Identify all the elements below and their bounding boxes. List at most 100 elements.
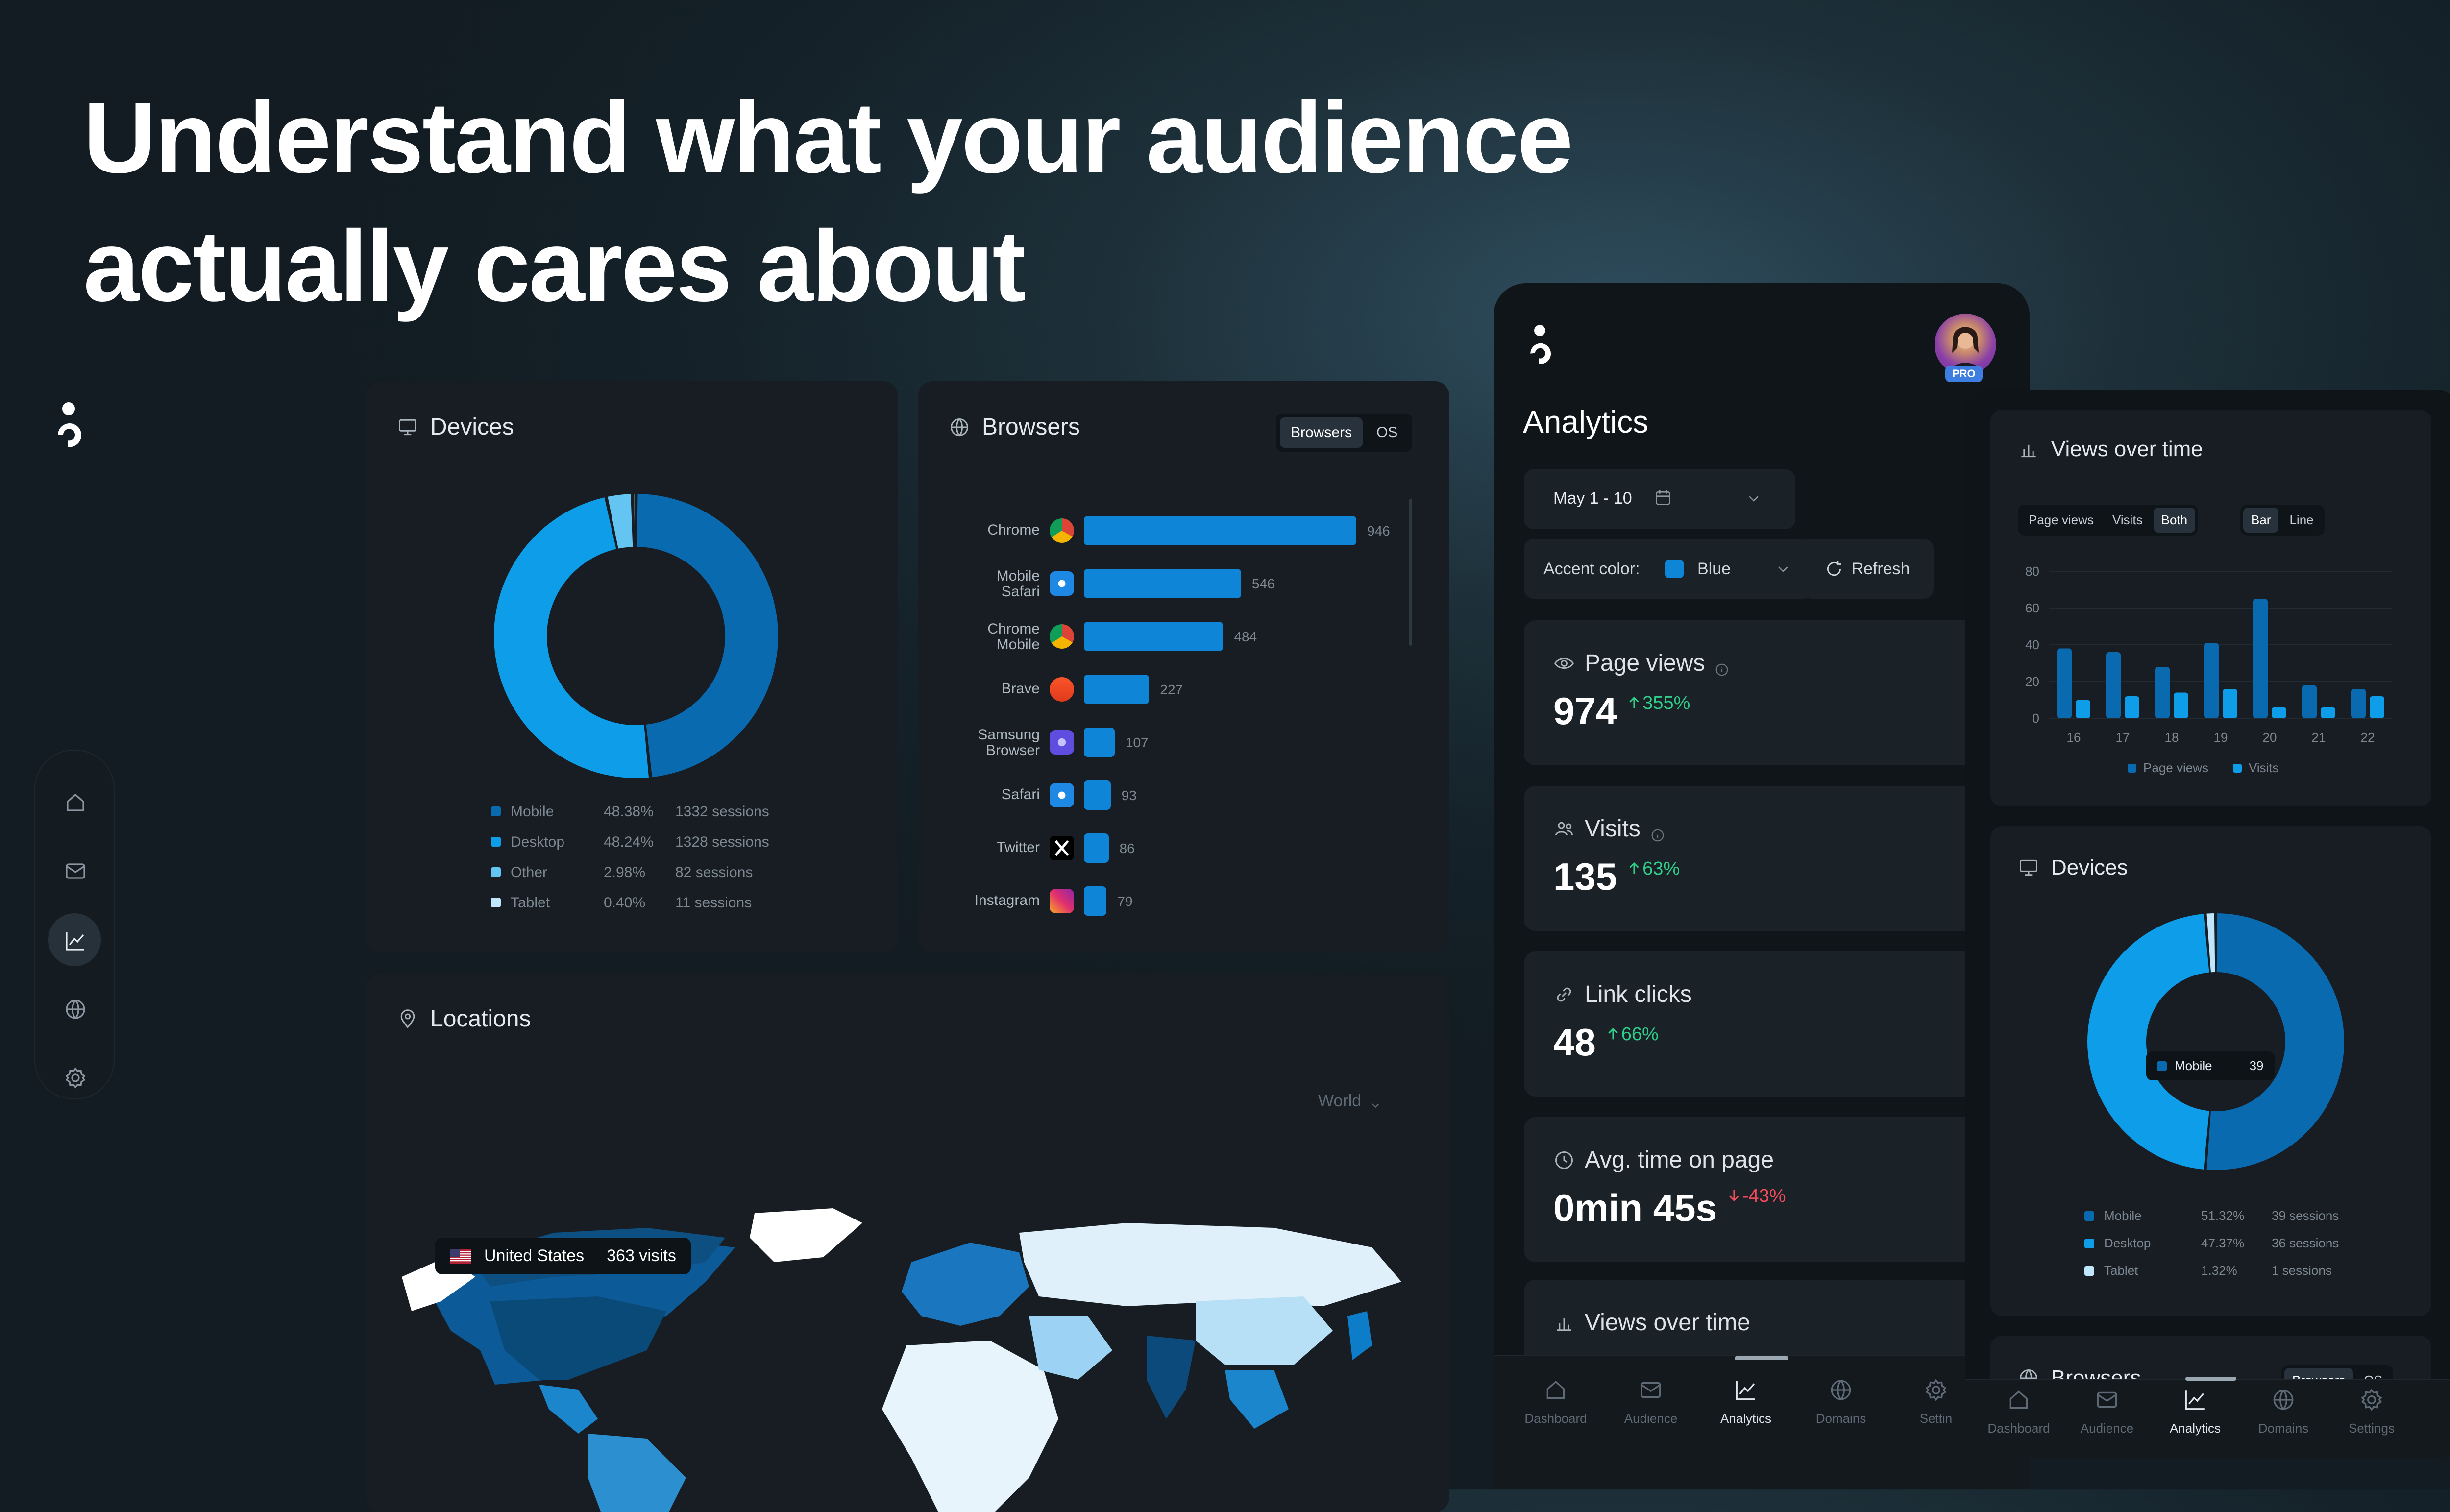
views-legend: Page views Visits: [2128, 760, 2279, 776]
tab-label: Audience: [1624, 1411, 1678, 1426]
x-icon: [1050, 836, 1074, 860]
bar-visits[interactable]: [2223, 689, 2237, 718]
browser-value: 107: [1125, 735, 1149, 750]
sidebar-item-settings[interactable]: [48, 1050, 101, 1103]
browser-bar[interactable]: [1084, 886, 1107, 916]
legend-sessions: 39 sessions: [2272, 1208, 2339, 1223]
tab-dashboard[interactable]: Dashboard: [1975, 1366, 2063, 1436]
date-range-select[interactable]: May 1 - 10: [1524, 469, 1795, 529]
map-region-middle-east[interactable]: [1029, 1316, 1112, 1380]
map-region-russia[interactable]: [1019, 1223, 1401, 1306]
toggle-line[interactable]: Line: [2289, 512, 2314, 527]
donut-slice-desktop[interactable]: [493, 497, 649, 778]
browser-label: Brave: [1001, 681, 1040, 697]
tab-label: Domains: [1815, 1411, 1866, 1426]
tab-settin[interactable]: Settin: [1888, 1356, 1984, 1426]
y-tick-label: 0: [2033, 711, 2039, 726]
donut-slice-other[interactable]: [608, 494, 633, 549]
browser-label: Instagram: [974, 892, 1040, 908]
map-region-india[interactable]: [1147, 1336, 1196, 1419]
tab-audience[interactable]: Audience: [1603, 1356, 1698, 1426]
tablet-devices-card: Devices Mobile 39 Mobile 51.32% 39 session…: [1990, 826, 2431, 1316]
region-select-value: World: [1318, 1092, 1362, 1110]
toggle-both[interactable]: Both: [2153, 508, 2196, 533]
tab-label: Analytics: [2169, 1421, 2221, 1436]
stat-change: -43%: [1726, 1186, 1786, 1207]
tooltip-value: 39: [2249, 1058, 2264, 1073]
browser-bar[interactable]: [1084, 622, 1224, 651]
legend-swatch: [491, 898, 501, 907]
bar-visits[interactable]: [2125, 696, 2139, 718]
headline: Understand what your audience actually c…: [83, 73, 1573, 330]
tab-domains[interactable]: Domains: [1793, 1356, 1888, 1426]
browser-value: 227: [1160, 682, 1183, 697]
browsers-scrollbar[interactable]: [1409, 499, 1412, 646]
legend-pct: 48.38%: [604, 804, 654, 820]
chevron-down-icon: [1370, 1096, 1381, 1108]
browser-bar[interactable]: [1084, 569, 1241, 598]
app-logo[interactable]: [55, 402, 85, 451]
toggle-bar[interactable]: Bar: [2243, 508, 2279, 533]
map-region-japan[interactable]: [1348, 1311, 1372, 1360]
bar-page-views[interactable]: [2106, 652, 2121, 718]
toggle-browsers[interactable]: Browsers: [1280, 417, 1363, 448]
donut-slice-mobile[interactable]: [637, 494, 778, 778]
tab-domains[interactable]: Domains: [2239, 1366, 2328, 1436]
refresh-button[interactable]: Refresh: [1801, 539, 1934, 599]
legend-pct: 48.24%: [604, 834, 654, 850]
tab-settings[interactable]: Settings: [2328, 1366, 2416, 1436]
map-region-southeast-asia[interactable]: [1225, 1370, 1289, 1429]
info-icon[interactable]: [1715, 656, 1729, 676]
tablet-devices-title: Devices: [2051, 855, 2128, 879]
tab-audience[interactable]: Audience: [2063, 1366, 2151, 1436]
donut-slice-mobile[interactable]: [2206, 913, 2345, 1170]
bar-visits[interactable]: [2321, 707, 2335, 719]
info-icon[interactable]: [1650, 822, 1665, 841]
donut-slice-tablet[interactable]: [634, 494, 635, 547]
bar-page-views[interactable]: [2204, 643, 2219, 718]
map-region-africa[interactable]: [882, 1341, 1058, 1512]
map-region-greenland[interactable]: [750, 1208, 862, 1262]
bar-visits[interactable]: [2272, 707, 2286, 719]
bar-page-views[interactable]: [2351, 689, 2366, 718]
map-region-central-america[interactable]: [539, 1385, 598, 1434]
toggle-visits[interactable]: Visits: [2112, 512, 2143, 527]
bar-page-views[interactable]: [2302, 685, 2317, 719]
bar-visits[interactable]: [2174, 692, 2188, 719]
legend-swatch: [2084, 1239, 2094, 1248]
browser-bar[interactable]: [1084, 833, 1109, 863]
map-region-south-america[interactable]: [588, 1434, 686, 1512]
toggle-page-views[interactable]: Page views: [2029, 512, 2094, 527]
monitor-icon: [2018, 857, 2039, 878]
donut-slice-desktop[interactable]: [2087, 914, 2209, 1170]
samsung-icon: [1050, 730, 1074, 755]
toggle-os[interactable]: OS: [1376, 424, 1398, 440]
bar-visits[interactable]: [2370, 696, 2384, 718]
region-select[interactable]: World: [1318, 1092, 1381, 1111]
app-logo[interactable]: [1528, 324, 1554, 367]
sidebar-item-analytics[interactable]: [48, 913, 101, 966]
accent-color-select[interactable]: Accent color: Blue: [1524, 539, 1813, 599]
tab-analytics[interactable]: Analytics: [2151, 1366, 2239, 1436]
donut-slice-tablet[interactable]: [2206, 913, 2215, 973]
browser-bar[interactable]: [1084, 675, 1150, 704]
tab-analytics[interactable]: Analytics: [1698, 1356, 1793, 1426]
browser-bar[interactable]: [1084, 780, 1111, 810]
browser-bar[interactable]: [1084, 516, 1356, 545]
legend-page-views: Page views: [2143, 760, 2208, 775]
bar-visits[interactable]: [2076, 700, 2090, 719]
bar-page-views[interactable]: [2253, 599, 2268, 718]
bar-page-views[interactable]: [2057, 648, 2072, 719]
map-region-usa[interactable]: [490, 1296, 666, 1380]
tab-dashboard[interactable]: Dashboard: [1508, 1356, 1603, 1426]
map-region-china[interactable]: [1196, 1296, 1333, 1365]
sidebar-item-domains[interactable]: [48, 982, 101, 1035]
bar-page-views[interactable]: [2155, 667, 2170, 718]
settings-icon: [2361, 1389, 2382, 1411]
map-region-europe[interactable]: [902, 1243, 1029, 1326]
sidebar-item-mail[interactable]: [48, 844, 101, 897]
sidebar-item-home[interactable]: [48, 775, 101, 828]
bottom-tabbar: Dashboard Audience Analytics Domains Settin: [1494, 1355, 2030, 1489]
browser-bar[interactable]: [1084, 728, 1115, 757]
mail-icon: [2097, 1391, 2117, 1408]
